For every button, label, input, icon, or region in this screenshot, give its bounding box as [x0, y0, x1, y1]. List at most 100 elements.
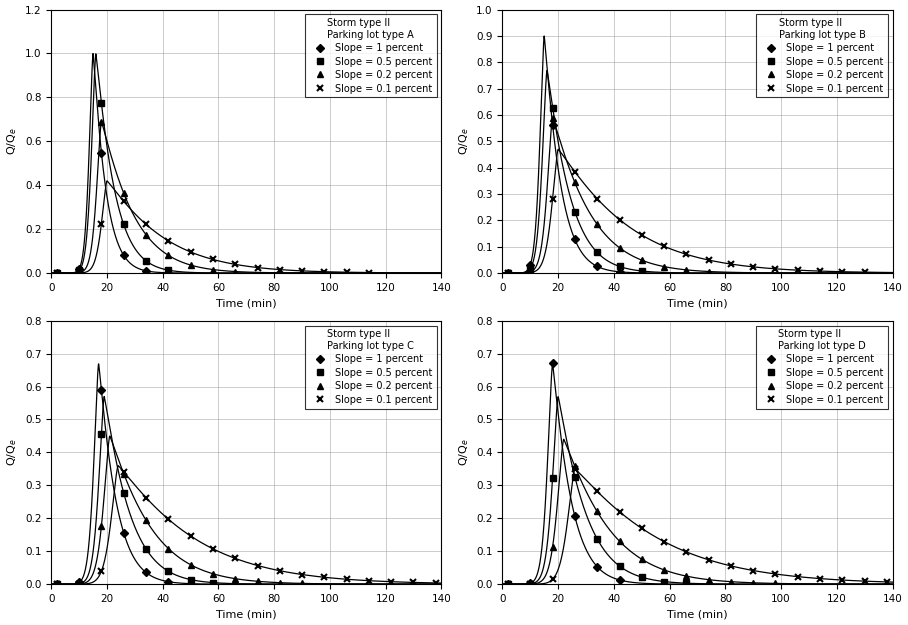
Slope = 0.1 percent	[548, 576, 558, 583]
Line: Slope = 0.5 percent: Slope = 0.5 percent	[54, 101, 171, 276]
Slope = 0.2 percent	[658, 263, 669, 271]
Slope = 1 percent	[52, 581, 63, 588]
Slope = 0.1 percent	[341, 576, 352, 583]
Slope = 0.2 percent	[637, 256, 647, 264]
Slope = 0.1 percent	[548, 195, 558, 202]
Legend: Slope = 1 percent, Slope = 0.5 percent, Slope = 0.2 percent, Slope = 0.1 percent: Slope = 1 percent, Slope = 0.5 percent, …	[305, 14, 437, 98]
Slope = 0.1 percent	[658, 242, 669, 250]
Slope = 0.1 percent	[525, 581, 536, 588]
X-axis label: Time (min): Time (min)	[667, 609, 728, 619]
Slope = 0.1 percent	[658, 538, 669, 545]
Slope = 0.1 percent	[770, 265, 781, 272]
Slope = 0.5 percent	[52, 269, 63, 277]
Slope = 1 percent	[548, 360, 558, 368]
Slope = 0.1 percent	[118, 198, 129, 205]
Slope = 0.2 percent	[118, 189, 129, 197]
Slope = 0.2 percent	[503, 269, 514, 277]
Line: Slope = 1 percent: Slope = 1 percent	[54, 150, 149, 276]
Slope = 0.1 percent	[503, 581, 514, 588]
Slope = 0.2 percent	[274, 579, 285, 586]
Slope = 1 percent	[52, 269, 63, 277]
Line: Slope = 0.2 percent: Slope = 0.2 percent	[54, 471, 305, 587]
Y-axis label: Q/Q$_e$: Q/Q$_e$	[457, 439, 470, 466]
Slope = 0.1 percent	[837, 268, 848, 276]
Slope = 0.5 percent	[548, 474, 558, 481]
X-axis label: Time (min): Time (min)	[216, 298, 277, 308]
Slope = 0.2 percent	[548, 114, 558, 121]
Slope = 0.1 percent	[96, 220, 107, 228]
Slope = 0.1 percent	[185, 532, 196, 540]
Slope = 0.2 percent	[725, 578, 736, 586]
Slope = 0.1 percent	[118, 468, 129, 476]
Slope = 0.1 percent	[141, 221, 152, 228]
Slope = 0.5 percent	[525, 265, 536, 272]
Slope = 0.5 percent	[658, 578, 669, 585]
Slope = 1 percent	[118, 251, 129, 259]
Slope = 0.5 percent	[569, 208, 580, 215]
Slope = 0.5 percent	[96, 99, 107, 107]
Slope = 0.2 percent	[252, 578, 263, 585]
Slope = 0.2 percent	[185, 261, 196, 269]
Y-axis label: Q/Q$_e$: Q/Q$_e$	[5, 127, 19, 155]
Slope = 0.1 percent	[52, 269, 63, 277]
Slope = 0.2 percent	[163, 252, 173, 259]
Slope = 0.1 percent	[569, 168, 580, 176]
Slope = 0.5 percent	[96, 430, 107, 437]
Slope = 0.1 percent	[569, 465, 580, 472]
Slope = 0.1 percent	[252, 562, 263, 569]
Slope = 1 percent	[74, 265, 84, 272]
Y-axis label: Q/Q$_e$: Q/Q$_e$	[457, 127, 470, 155]
Slope = 0.1 percent	[793, 266, 804, 274]
Line: Slope = 1 percent: Slope = 1 percent	[54, 388, 171, 587]
Slope = 0.5 percent	[637, 573, 647, 581]
Slope = 1 percent	[163, 578, 173, 586]
Slope = 0.2 percent	[592, 221, 603, 228]
Slope = 0.2 percent	[681, 266, 692, 274]
Slope = 1 percent	[525, 261, 536, 268]
Slope = 0.1 percent	[297, 267, 308, 274]
Slope = 0.2 percent	[141, 231, 152, 238]
Legend: Slope = 1 percent, Slope = 0.5 percent, Slope = 0.2 percent, Slope = 0.1 percent: Slope = 1 percent, Slope = 0.5 percent, …	[756, 14, 888, 98]
Slope = 1 percent	[614, 268, 625, 276]
Slope = 0.2 percent	[569, 179, 580, 186]
Slope = 0.1 percent	[882, 578, 893, 586]
Slope = 0.1 percent	[341, 269, 352, 276]
Slope = 1 percent	[141, 569, 152, 576]
Slope = 1 percent	[503, 581, 514, 588]
Line: Slope = 0.5 percent: Slope = 0.5 percent	[505, 105, 645, 276]
Slope = 0.2 percent	[163, 545, 173, 552]
Slope = 0.1 percent	[274, 266, 285, 273]
Legend: Slope = 1 percent, Slope = 0.5 percent, Slope = 0.2 percent, Slope = 0.1 percent: Slope = 1 percent, Slope = 0.5 percent, …	[305, 326, 437, 409]
Slope = 0.5 percent	[52, 581, 63, 588]
Slope = 0.1 percent	[725, 562, 736, 569]
Slope = 0.2 percent	[185, 561, 196, 569]
Slope = 0.1 percent	[614, 508, 625, 516]
Slope = 0.2 percent	[230, 268, 241, 275]
Slope = 0.1 percent	[274, 567, 285, 574]
Slope = 0.1 percent	[592, 488, 603, 495]
Slope = 0.1 percent	[748, 567, 759, 574]
Slope = 0.1 percent	[503, 269, 514, 277]
Slope = 0.5 percent	[592, 535, 603, 542]
Slope = 0.1 percent	[96, 568, 107, 575]
Slope = 0.2 percent	[658, 566, 669, 574]
Slope = 0.2 percent	[74, 269, 84, 276]
Slope = 0.2 percent	[141, 516, 152, 524]
Slope = 0.2 percent	[525, 580, 536, 587]
Slope = 0.2 percent	[118, 470, 129, 478]
Line: Slope = 0.2 percent: Slope = 0.2 percent	[54, 119, 238, 276]
Slope = 0.1 percent	[363, 269, 374, 276]
Slope = 0.1 percent	[252, 264, 263, 271]
Slope = 0.2 percent	[297, 579, 308, 587]
Slope = 0.5 percent	[503, 269, 514, 277]
Slope = 0.5 percent	[503, 581, 514, 588]
Slope = 0.5 percent	[614, 562, 625, 570]
X-axis label: Time (min): Time (min)	[216, 609, 277, 619]
Slope = 0.2 percent	[681, 572, 692, 580]
Slope = 0.2 percent	[230, 575, 241, 582]
Slope = 1 percent	[118, 529, 129, 536]
Slope = 0.1 percent	[681, 251, 692, 258]
Slope = 1 percent	[74, 579, 84, 586]
Slope = 0.1 percent	[185, 248, 196, 256]
Slope = 0.2 percent	[704, 576, 715, 583]
